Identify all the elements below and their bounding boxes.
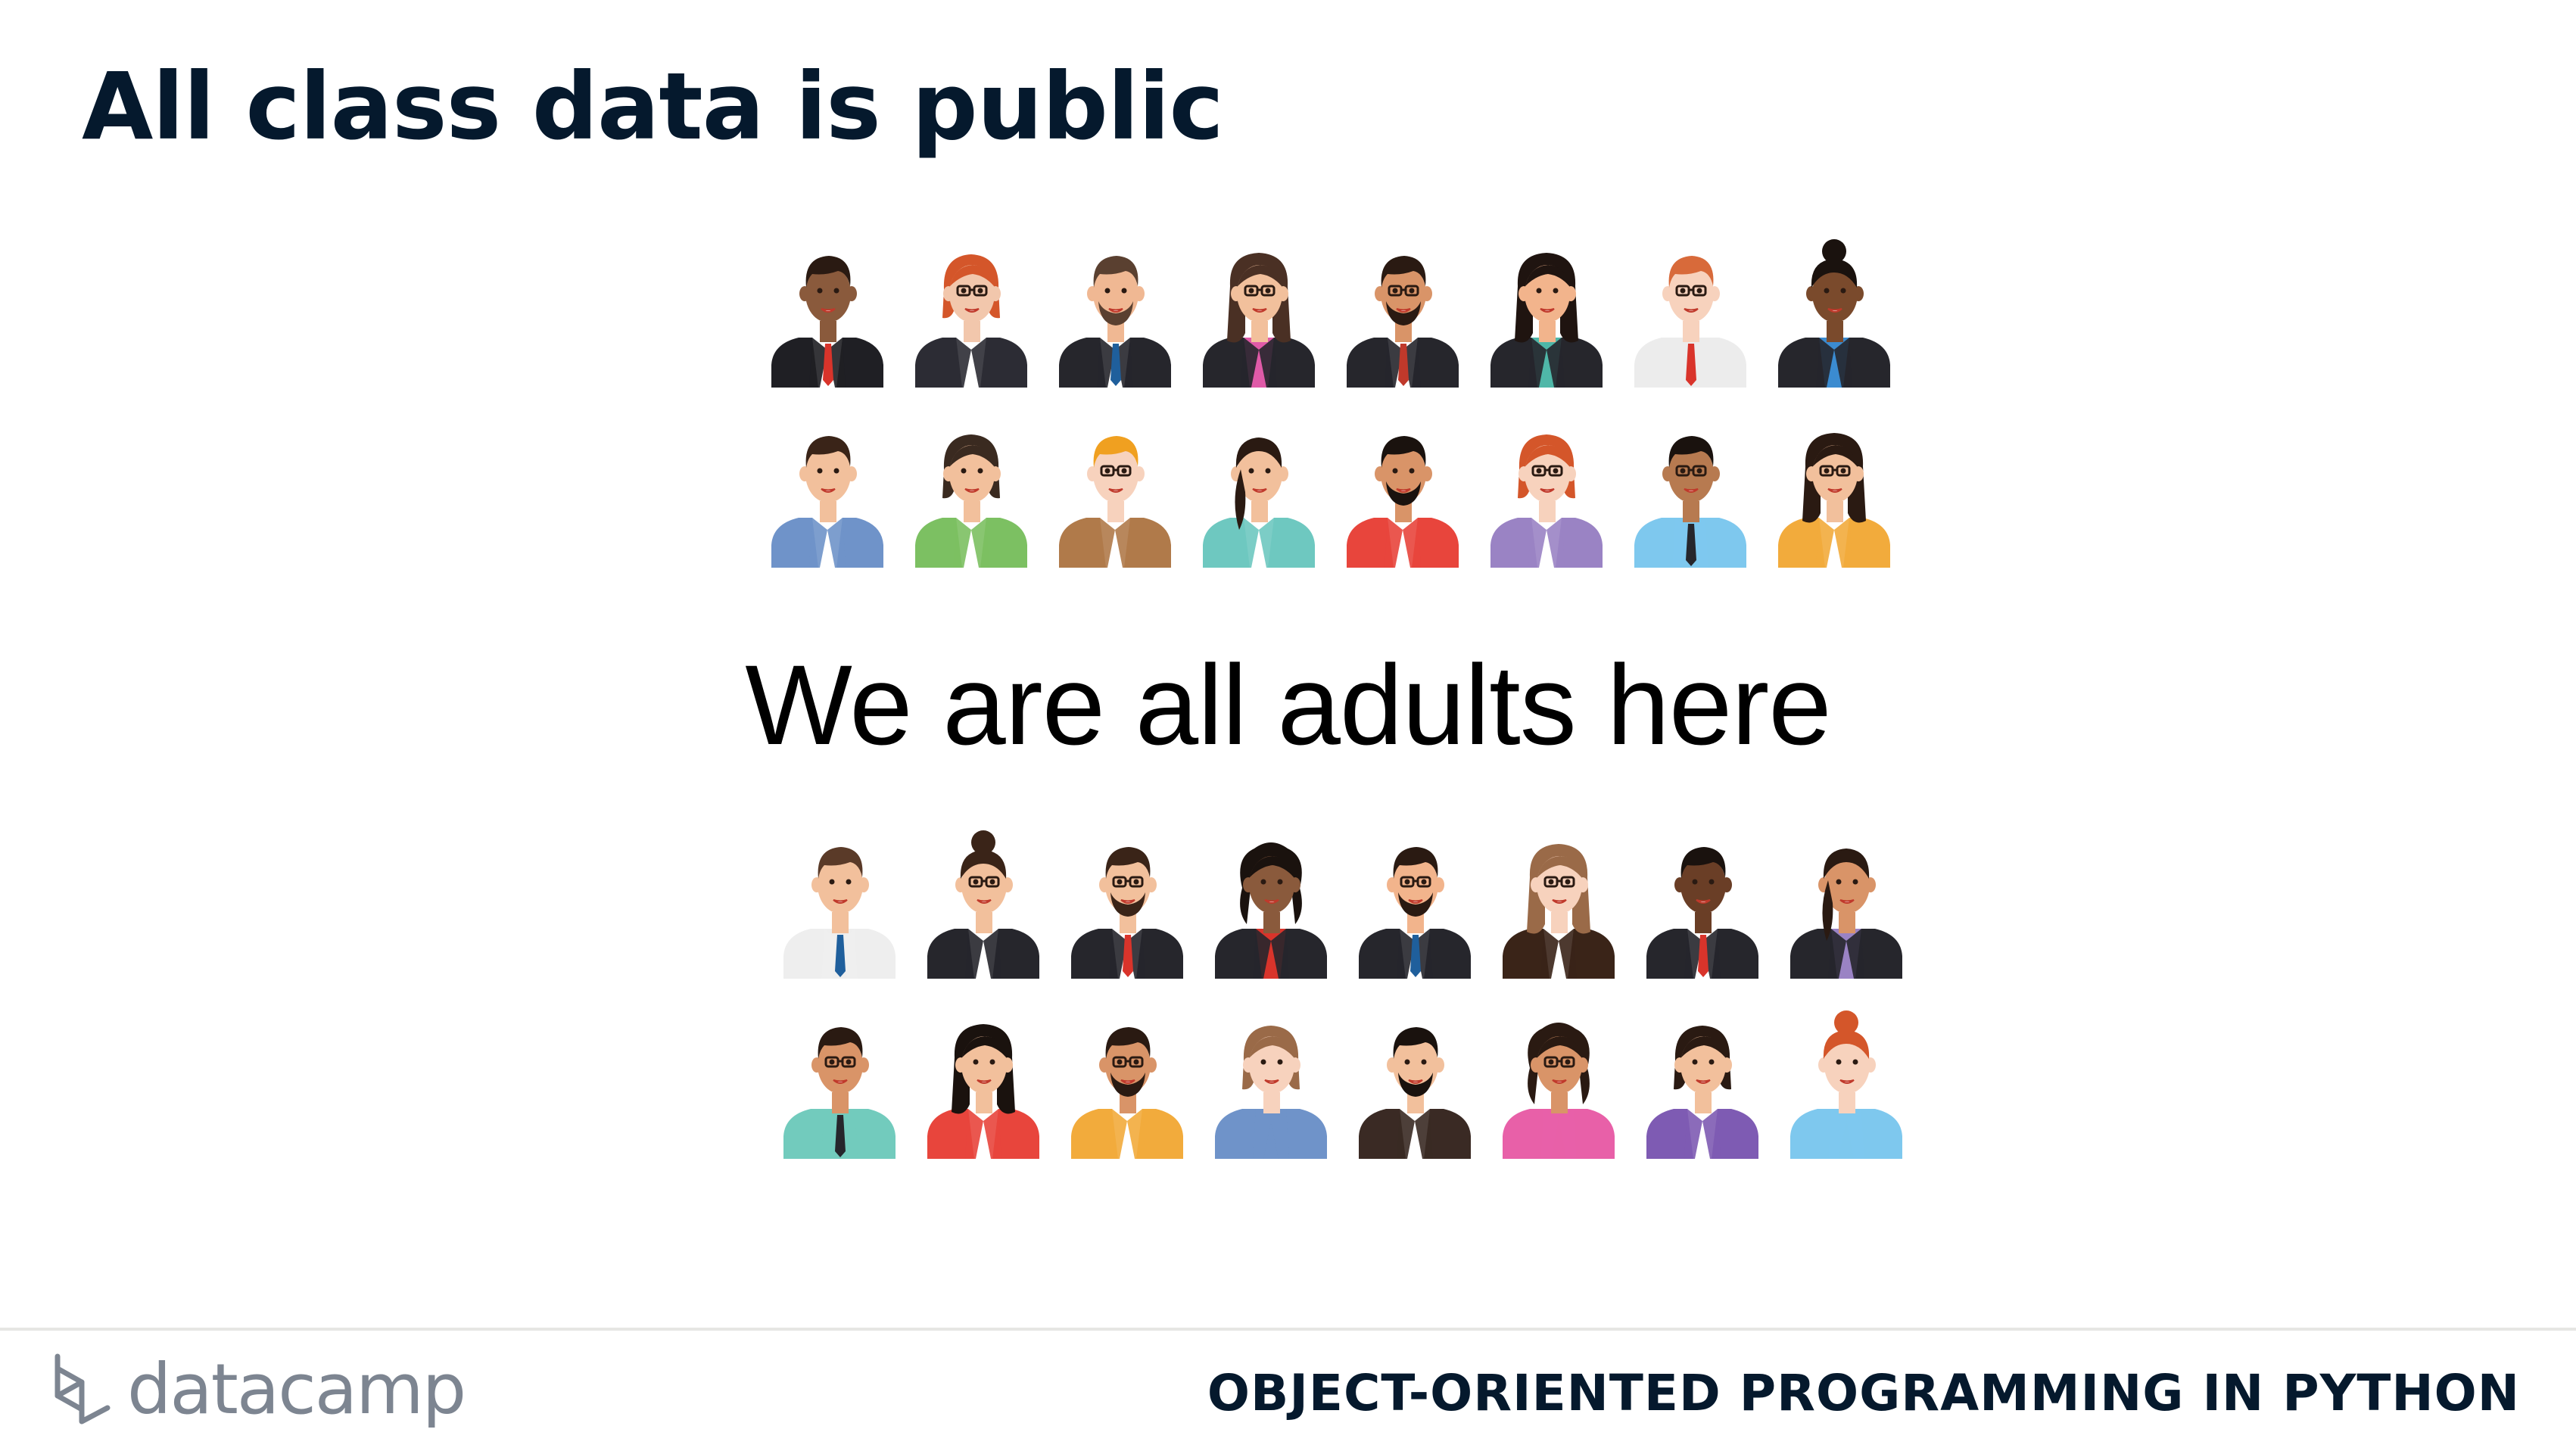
- person-avatar-icon: [1787, 827, 1905, 979]
- person-avatar-icon: [1068, 827, 1186, 979]
- person-avatar-icon: [1631, 416, 1749, 568]
- person-avatar-icon: [1200, 416, 1318, 568]
- brand-name: datacamp: [127, 1349, 466, 1430]
- datacamp-logo-icon: [51, 1352, 114, 1428]
- person-avatar-icon: [1056, 236, 1174, 388]
- person-avatar-icon: [1344, 416, 1462, 568]
- person-avatar-icon: [1500, 827, 1618, 979]
- person-avatar-icon: [768, 236, 886, 388]
- person-avatar-icon: [1212, 827, 1330, 979]
- person-avatar-icon: [1056, 416, 1174, 568]
- footer-divider: [0, 1328, 2576, 1331]
- person-avatar-icon: [768, 416, 886, 568]
- person-avatar-icon: [780, 1007, 899, 1159]
- person-avatar-icon: [1631, 236, 1749, 388]
- person-avatar-icon: [1068, 1007, 1186, 1159]
- slogan-text: We are all adults here: [745, 641, 1831, 768]
- person-avatar-icon: [1643, 827, 1761, 979]
- person-avatar-icon: [912, 416, 1030, 568]
- person-avatar-icon: [924, 827, 1042, 979]
- avatar-grid-bottom: [780, 827, 1905, 1159]
- person-avatar-icon: [1487, 416, 1606, 568]
- slide-title: All class data is public: [82, 53, 1224, 160]
- person-avatar-icon: [1200, 236, 1318, 388]
- person-avatar-icon: [1775, 236, 1893, 388]
- person-avatar-icon: [912, 236, 1030, 388]
- person-avatar-icon: [924, 1007, 1042, 1159]
- person-avatar-icon: [1775, 416, 1893, 568]
- person-avatar-icon: [1500, 1007, 1618, 1159]
- brand-logo: datacamp: [51, 1349, 466, 1430]
- person-avatar-icon: [1643, 1007, 1761, 1159]
- course-title: OBJECT-ORIENTED PROGRAMMING IN PYTHON: [1207, 1364, 2520, 1422]
- person-avatar-icon: [1344, 236, 1462, 388]
- person-avatar-icon: [1787, 1007, 1905, 1159]
- person-avatar-icon: [1212, 1007, 1330, 1159]
- person-avatar-icon: [1487, 236, 1606, 388]
- person-avatar-icon: [1356, 827, 1474, 979]
- person-avatar-icon: [780, 827, 899, 979]
- person-avatar-icon: [1356, 1007, 1474, 1159]
- avatar-grid-top: [768, 236, 1893, 568]
